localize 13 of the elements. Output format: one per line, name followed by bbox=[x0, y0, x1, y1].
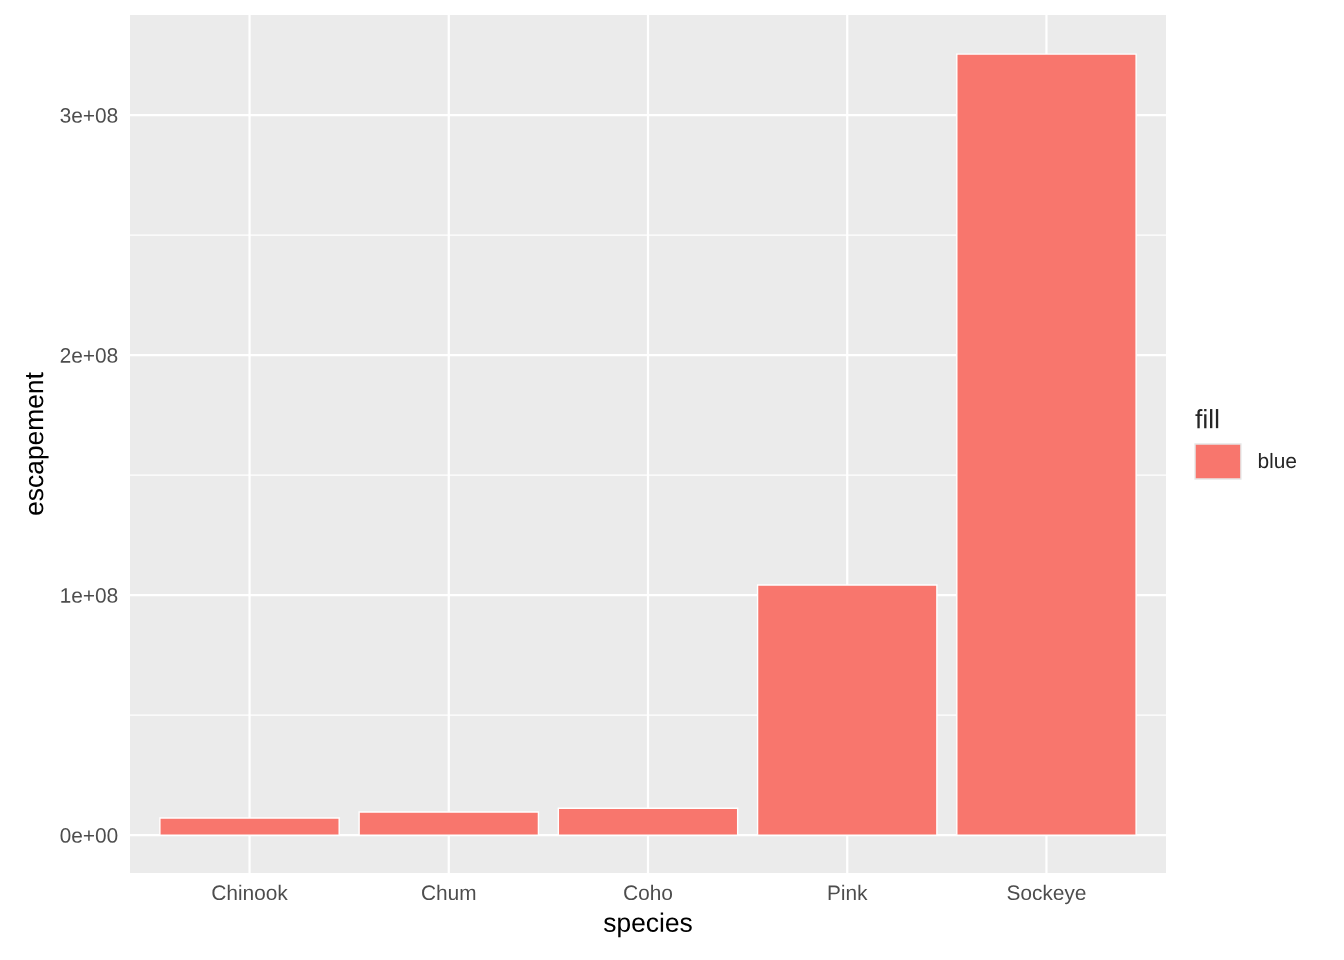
legend-label: blue bbox=[1258, 452, 1297, 469]
x-axis-title: species bbox=[604, 912, 692, 938]
x-tick-label: Chum bbox=[422, 884, 476, 901]
y-tick-label: 0e+00 bbox=[60, 828, 118, 843]
x-tick-label: Coho bbox=[624, 884, 673, 901]
x-tick-label: Pink bbox=[828, 884, 868, 900]
x-tick-label: Chinook bbox=[212, 884, 288, 901]
y-tick-label: 2e+08 bbox=[60, 348, 118, 363]
legend-title: fill bbox=[1195, 409, 1219, 429]
y-tick-label: 3e+08 bbox=[60, 108, 118, 123]
x-tick-label: Sockeye bbox=[1007, 884, 1086, 905]
y-axis-title: escapement bbox=[26, 372, 49, 515]
y-tick-label: 1e+08 bbox=[61, 588, 118, 603]
